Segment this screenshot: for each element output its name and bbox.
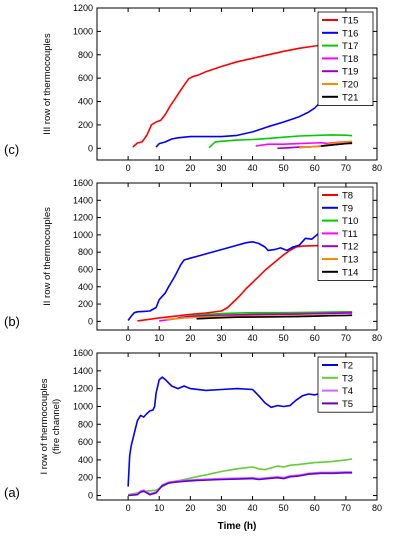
x-tick-label: 40	[248, 503, 258, 513]
chart-panel-3: 0 200 400 600 800 1000 1200 1400 1600 0 10 20 30 40 50…	[4, 348, 382, 532]
x-tick-label: 20	[185, 333, 195, 343]
legend-label: T16	[342, 28, 358, 39]
x-tick-label: 50	[279, 163, 289, 173]
y-tick-label: 400	[78, 455, 93, 465]
x-tick-label: 80	[372, 503, 382, 513]
legend-label: T11	[342, 229, 358, 240]
x-tick-label: 10	[154, 503, 164, 513]
x-tick-label: 10	[154, 163, 164, 173]
series-line-t14	[196, 314, 353, 320]
plot-frame	[96, 352, 378, 501]
series-line-t20	[299, 140, 353, 149]
legend-label: T12	[342, 242, 358, 253]
y-tick-label: 400	[78, 282, 93, 292]
x-tick-label: 20	[185, 163, 195, 173]
panel-label: (c)	[4, 142, 19, 157]
x-tick-label: 30	[216, 163, 226, 173]
y-axis-label: I row of thermocouples(fire channel)	[39, 378, 62, 474]
y-tick-label: 400	[78, 97, 93, 107]
x-tick-label: 20	[185, 503, 195, 513]
x-tick-label: 10	[154, 333, 164, 343]
series-line-t10	[177, 311, 353, 319]
legend-label: T3	[342, 373, 353, 384]
legend-label: T13	[342, 255, 358, 266]
y-axis-label: III row of thermocouples	[42, 33, 53, 135]
y-tick-label: 200	[78, 473, 93, 483]
series-line-t8	[137, 243, 353, 322]
plot-frame	[96, 182, 378, 331]
series-line-t2	[127, 376, 353, 487]
x-tick-label: 60	[310, 163, 320, 173]
y-axis-label: II row of thermocouples	[42, 207, 53, 306]
x-tick-label: 50	[279, 503, 289, 513]
x-tick-label: 30	[216, 503, 226, 513]
y-tick-label: 1200	[73, 3, 93, 13]
legend-label: T18	[342, 54, 358, 65]
y-tick-label: 800	[78, 247, 93, 257]
y-tick-label: 200	[78, 299, 93, 309]
series-line-t17	[208, 134, 353, 149]
legend-label: T21	[342, 92, 358, 103]
series-line-t9	[127, 220, 353, 321]
panel-label: (b)	[4, 314, 20, 329]
series-line-t5	[128, 472, 353, 497]
x-tick-label: 80	[372, 333, 382, 343]
series-line-t21	[320, 142, 353, 147]
y-tick-label: 1600	[73, 178, 93, 188]
y-tick-label: 1200	[73, 384, 93, 394]
legend-label: T19	[342, 67, 358, 78]
legend-label: T5	[342, 399, 353, 410]
y-tick-label: 0	[88, 316, 93, 326]
x-tick-label: 0	[126, 503, 131, 513]
y-tick-label: 1000	[73, 230, 93, 240]
x-tick-label: 60	[310, 333, 320, 343]
x-tick-label: 40	[248, 163, 258, 173]
x-tick-label: 70	[341, 503, 351, 513]
legend-label: T10	[342, 216, 358, 227]
legend-label: T15	[342, 16, 358, 27]
y-tick-label: 800	[78, 50, 93, 60]
y-tick-label: 600	[78, 264, 93, 274]
series-line-t4	[127, 471, 353, 497]
legend-label: T8	[342, 191, 353, 202]
legend-label: T17	[342, 41, 358, 52]
y-tick-label: 600	[78, 73, 93, 83]
x-tick-label: 40	[248, 333, 258, 343]
plot-frame	[96, 7, 378, 161]
y-tick-label: 1200	[73, 213, 93, 223]
series-line-t12	[177, 312, 353, 319]
y-tick-label: 800	[78, 419, 93, 429]
y-tick-label: 200	[78, 120, 93, 130]
y-tick-label: 600	[78, 437, 93, 447]
y-tick-label: 1400	[73, 366, 93, 376]
chart-panel-1: 0 200 400 600 800 1000 1200 0 10 20 30 40 50 60 70 80 II…	[4, 3, 382, 173]
legend-label: T4	[342, 386, 353, 397]
x-tick-label: 80	[372, 163, 382, 173]
series-line-t15	[132, 41, 353, 148]
chart-panel-2: 0 200 400 600 800 1000 1200 1400 1600 0 10 20 30 40 50…	[4, 178, 382, 343]
x-tick-label: 70	[341, 333, 351, 343]
x-tick-label: 0	[126, 163, 131, 173]
x-tick-label: 0	[126, 333, 131, 343]
legend-label: T14	[342, 267, 358, 278]
legend-label: T2	[342, 361, 353, 372]
x-axis-label: Time (h)	[218, 521, 257, 532]
x-tick-label: 70	[341, 163, 351, 173]
legend-label: T20	[342, 80, 358, 91]
y-tick-label: 1000	[73, 401, 93, 411]
series-line-t3	[127, 458, 353, 496]
x-tick-label: 60	[310, 503, 320, 513]
y-tick-label: 0	[88, 491, 93, 501]
y-tick-label: 1600	[73, 348, 93, 358]
y-tick-label: 1400	[73, 195, 93, 205]
x-tick-label: 30	[216, 333, 226, 343]
legend-label: T9	[342, 203, 353, 214]
y-tick-label: 1000	[73, 26, 93, 36]
y-tick-label: 0	[88, 143, 93, 153]
panel-label: (a)	[4, 485, 20, 500]
x-tick-label: 50	[279, 333, 289, 343]
